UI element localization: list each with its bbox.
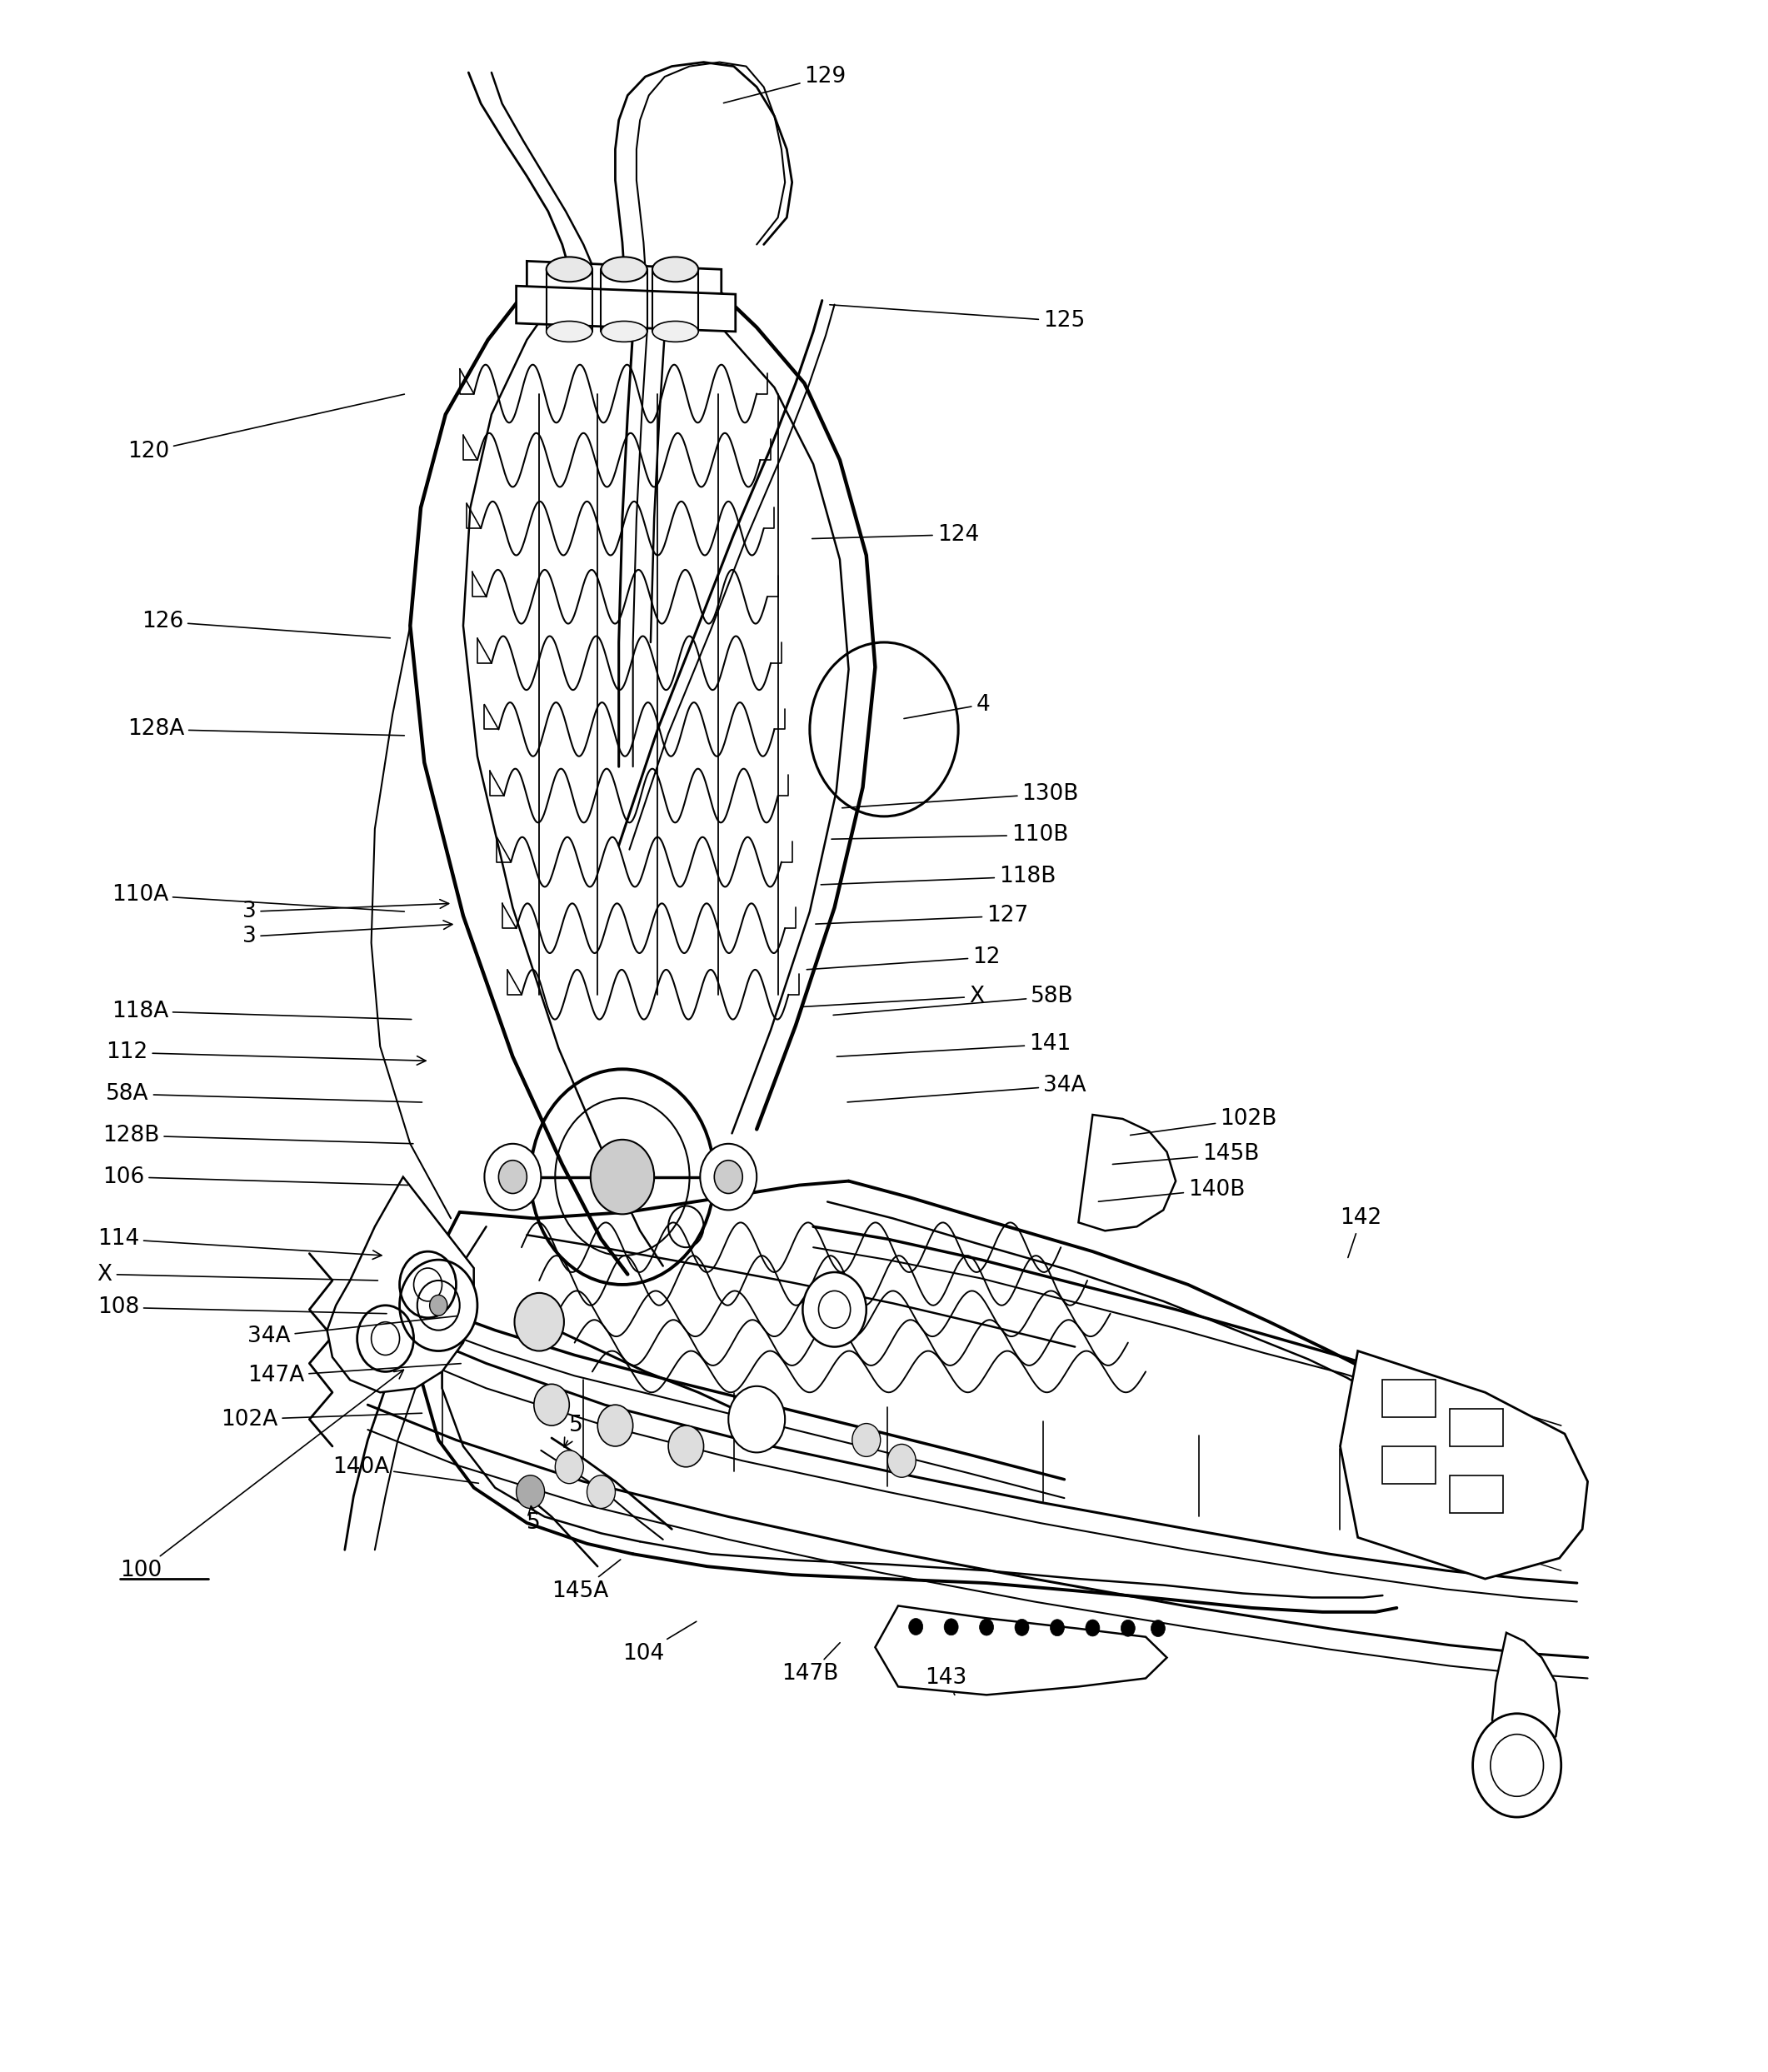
Ellipse shape <box>546 257 592 282</box>
Circle shape <box>516 1475 545 1508</box>
Ellipse shape <box>601 321 647 342</box>
Circle shape <box>587 1475 615 1508</box>
Polygon shape <box>875 1606 1167 1695</box>
Text: 100: 100 <box>120 1370 403 1581</box>
Text: 145B: 145B <box>1112 1144 1259 1164</box>
Text: 128A: 128A <box>127 719 405 740</box>
Text: 102A: 102A <box>221 1409 423 1430</box>
Text: 110A: 110A <box>111 885 405 912</box>
Text: 130B: 130B <box>842 783 1078 808</box>
Circle shape <box>430 1295 447 1316</box>
Ellipse shape <box>546 321 592 342</box>
Circle shape <box>1015 1618 1029 1635</box>
Text: 104: 104 <box>622 1622 697 1664</box>
Text: 106: 106 <box>103 1167 408 1187</box>
Text: 5: 5 <box>527 1506 541 1533</box>
Circle shape <box>555 1450 583 1484</box>
Text: 140A: 140A <box>332 1457 479 1484</box>
Text: 145A: 145A <box>552 1560 621 1602</box>
Text: X: X <box>97 1264 378 1285</box>
Text: 118A: 118A <box>111 1001 412 1021</box>
Text: 114: 114 <box>97 1229 382 1260</box>
Polygon shape <box>327 1177 474 1392</box>
Polygon shape <box>1340 1351 1588 1579</box>
Text: 112: 112 <box>106 1042 426 1065</box>
Circle shape <box>499 1160 527 1193</box>
Text: 147A: 147A <box>248 1363 461 1386</box>
Text: 102B: 102B <box>1130 1109 1276 1135</box>
Text: 3: 3 <box>242 899 449 922</box>
Circle shape <box>803 1272 866 1347</box>
Text: 142: 142 <box>1340 1208 1383 1258</box>
Circle shape <box>591 1140 654 1214</box>
Text: 126: 126 <box>141 611 391 638</box>
Circle shape <box>979 1618 994 1635</box>
Circle shape <box>1050 1620 1064 1637</box>
Text: 147B: 147B <box>781 1643 840 1685</box>
Circle shape <box>400 1260 477 1351</box>
Text: 34A: 34A <box>847 1075 1086 1102</box>
Text: 120: 120 <box>127 394 405 462</box>
Circle shape <box>514 1293 564 1351</box>
Text: 4: 4 <box>903 694 990 719</box>
Circle shape <box>852 1423 880 1457</box>
Circle shape <box>1121 1620 1135 1637</box>
Text: 58A: 58A <box>106 1084 423 1104</box>
Circle shape <box>1473 1714 1561 1817</box>
Text: 58B: 58B <box>833 986 1073 1015</box>
Text: 127: 127 <box>815 905 1029 926</box>
Bar <box>1450 1475 1503 1513</box>
Text: 129: 129 <box>723 66 847 104</box>
Circle shape <box>909 1618 923 1635</box>
Text: 108: 108 <box>97 1297 387 1318</box>
Polygon shape <box>1078 1115 1176 1231</box>
Bar <box>1383 1446 1436 1484</box>
Ellipse shape <box>652 257 698 282</box>
Text: 141: 141 <box>836 1034 1071 1057</box>
Bar <box>1383 1380 1436 1417</box>
Ellipse shape <box>601 257 647 282</box>
Text: 3: 3 <box>242 920 453 947</box>
Circle shape <box>1086 1620 1100 1637</box>
Text: 124: 124 <box>812 524 979 545</box>
Text: 143: 143 <box>925 1668 967 1695</box>
Circle shape <box>700 1144 757 1210</box>
Circle shape <box>484 1144 541 1210</box>
Circle shape <box>1151 1620 1165 1637</box>
Polygon shape <box>516 286 735 332</box>
Text: 110B: 110B <box>831 825 1068 845</box>
Text: 125: 125 <box>829 305 1086 332</box>
Circle shape <box>668 1426 704 1467</box>
Bar <box>1450 1409 1503 1446</box>
Text: 12: 12 <box>806 947 1001 970</box>
Circle shape <box>714 1160 743 1193</box>
Text: 34A: 34A <box>248 1316 458 1347</box>
Text: 118B: 118B <box>820 866 1055 887</box>
Text: 140B: 140B <box>1098 1179 1245 1202</box>
Circle shape <box>888 1444 916 1477</box>
Polygon shape <box>1492 1633 1559 1757</box>
Text: X: X <box>801 986 985 1007</box>
Circle shape <box>728 1386 785 1452</box>
Ellipse shape <box>652 321 698 342</box>
Circle shape <box>944 1618 958 1635</box>
Circle shape <box>598 1405 633 1446</box>
Text: 5: 5 <box>564 1415 583 1446</box>
Circle shape <box>534 1384 569 1426</box>
Polygon shape <box>527 261 721 303</box>
Text: 128B: 128B <box>103 1125 414 1146</box>
